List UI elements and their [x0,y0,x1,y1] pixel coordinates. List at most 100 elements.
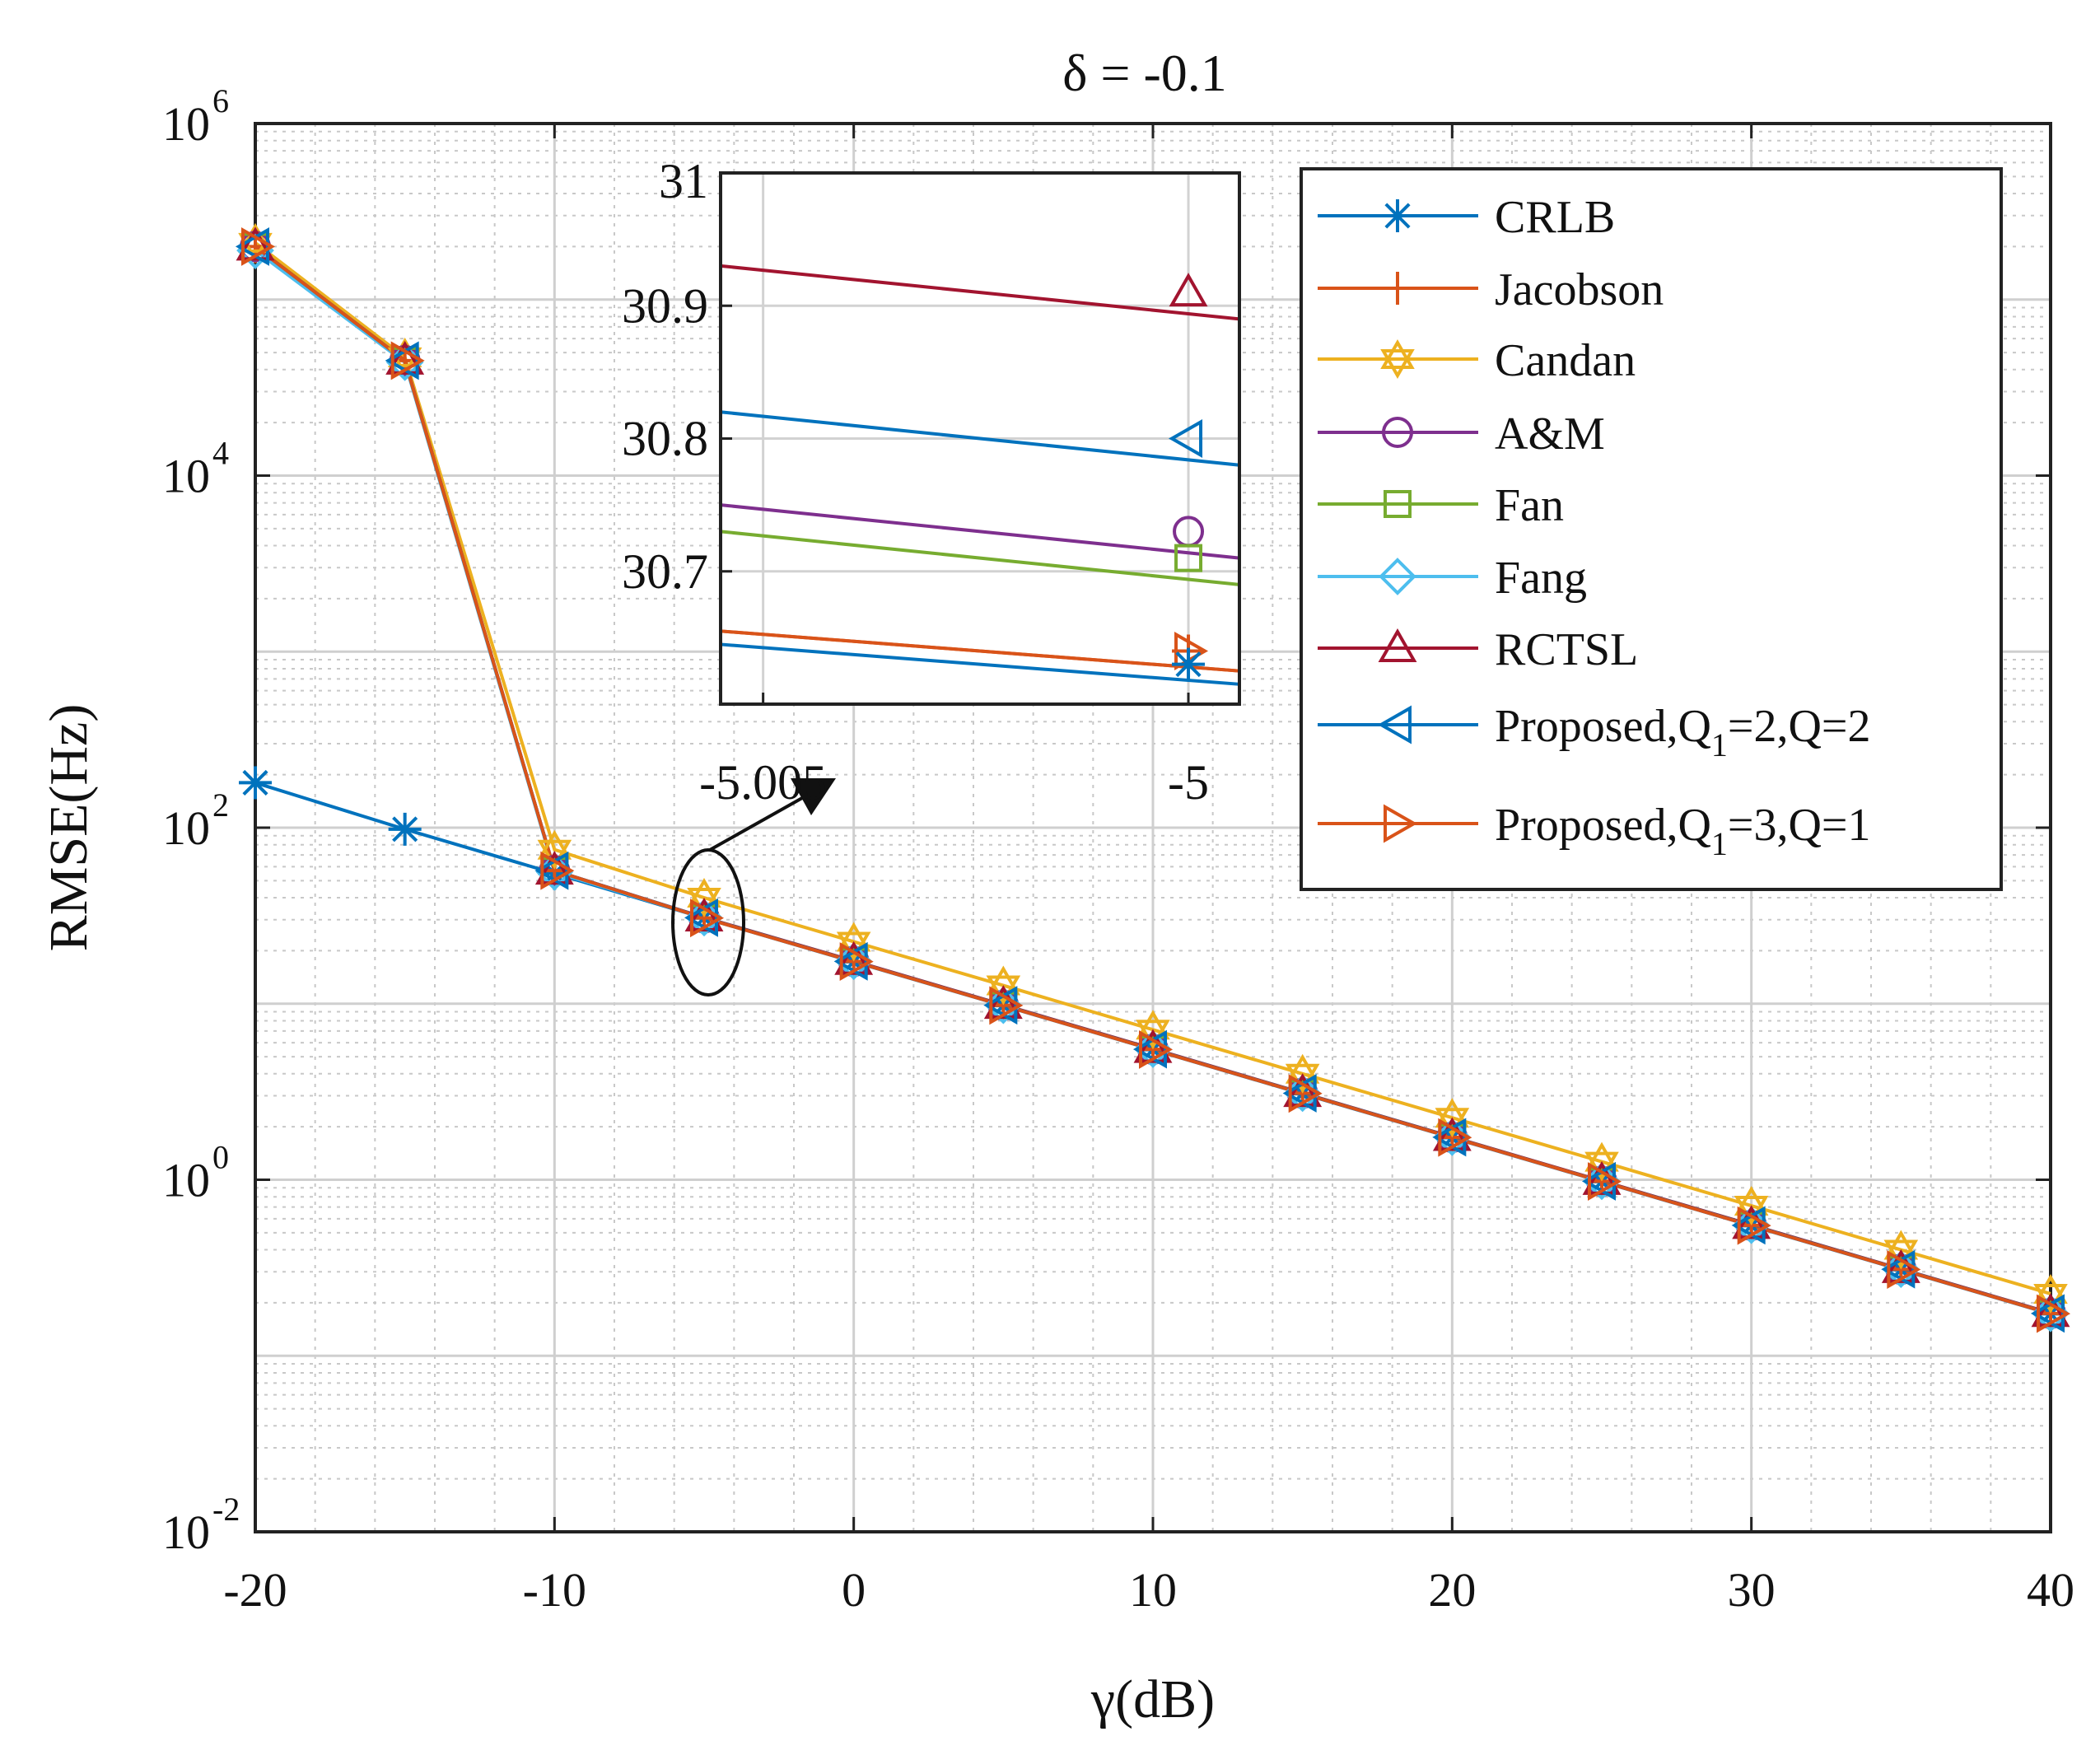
data-point-rctsl [1582,1160,1622,1195]
data-point-proposed-q1-3-q-1 [390,341,425,380]
data-point-proposed-q1-3-q-1 [241,226,276,266]
data-point-proposed-q1-2-q-2 [833,941,868,981]
legend-marker-proposed-q1-2-q-2 [1377,705,1412,744]
data-point-proposed-q1-2-q-2 [1881,1249,1916,1289]
data-point-proposed-q1-3-q-1 [1139,1029,1174,1069]
inset-line-rctsl [720,264,1240,321]
x-axis-label: γ(dB) [1090,1669,1215,1729]
legend-item-fang: Fang [1318,553,1587,604]
zoom-arrow-head [791,778,836,815]
inset-line-proposed-q1-3-q-1 [720,629,1240,673]
legend-marker-jacobson [1381,272,1414,305]
y-tick-label: 10 [162,97,210,151]
data-point-rctsl [684,897,724,931]
legend-item-proposed-q1-2-q-2: Proposed,Q1=2,Q=2 [1318,701,1871,763]
data-point-proposed-q1-2-q-2 [1282,1074,1317,1113]
data-point-rctsl [1283,1073,1323,1108]
legend-marker-crlb [1381,199,1414,232]
data-point-proposed-q1-2-q-2 [983,986,1018,1025]
x-tick-label: 40 [2027,1563,2074,1617]
chart-title: δ = -0.1 [1062,44,1227,102]
data-point-proposed-q1-2-q-2 [1432,1118,1467,1157]
data-point-rctsl [2031,1293,2070,1328]
data-point-rctsl [534,851,574,885]
data-point-proposed-q1-2-q-2 [1731,1206,1766,1245]
zoom-ellipse [671,848,745,997]
data-point-proposed-q1-3-q-1 [1438,1118,1472,1157]
data-point-proposed-q1-2-q-2 [534,851,569,890]
y-tick-label: 10 [162,1154,210,1207]
legend-item-candan: Candan [1318,335,1636,386]
legend-item-jacobson: Jacobson [1318,264,1664,315]
y-tick-exponent: 2 [212,786,229,824]
data-point-proposed-q1-3-q-1 [2037,1294,2071,1333]
inset-y-tick-label: 30.8 [622,412,708,466]
zoom-arrow-line [709,789,816,852]
legend-item-proposed-q1-3-q-1: Proposed,Q1=3,Q=1 [1318,800,1871,862]
legend: CRLB Jacobson Candan A&M Fan Fang RCTSL Propose… [1300,167,2003,891]
data-point-proposed-q1-3-q-1 [1887,1250,1921,1289]
legend-marker-aandm [1382,417,1413,448]
y-tick-exponent: 0 [212,1139,229,1176]
legend-label: Fang [1495,553,1587,604]
legend-label: A&M [1495,408,1605,460]
x-tick-label: 0 [842,1563,866,1617]
inset-series-proposed-q1-2-q-2 [720,410,1240,467]
x-tick-label: -20 [223,1563,287,1617]
inset-line-crlb [720,642,1240,686]
data-point-rctsl [236,226,275,261]
inset-x-tick-label: -5.005 [699,755,827,810]
inset-point-fan [1174,544,1203,572]
data-point-rctsl [385,340,425,375]
data-point-proposed-q1-3-q-1 [839,942,874,982]
legend-label: CRLB [1495,192,1615,243]
data-point-proposed-q1-2-q-2 [684,898,718,937]
legend-marker-fan [1384,490,1412,518]
data-point-proposed-q1-3-q-1 [1288,1074,1323,1113]
inset-point-rctsl [1169,273,1208,307]
data-point-proposed-q1-3-q-1 [989,986,1024,1025]
data-point-rctsl [1133,1029,1173,1063]
data-point-crlb [388,812,422,846]
main-series-group [235,222,2071,1333]
y-tick-label: 10 [162,801,210,855]
inset-series-proposed-q1-3-q-1 [720,629,1240,673]
legend-items: CRLB Jacobson Candan A&M Fan Fang RCTSL Propose… [1318,192,1871,862]
data-point-proposed-q1-2-q-2 [385,341,419,380]
legend-marker-proposed-q1-3-q-1 [1384,804,1418,843]
inset-point-proposed-q1-3-q-1 [1174,632,1209,670]
x-tick-label: 10 [1129,1563,1177,1617]
inset-series-fan [720,530,1240,586]
data-point-proposed-q1-3-q-1 [1737,1206,1771,1245]
data-point-crlb [239,766,272,800]
legend-item-aandm: A&M [1318,408,1605,460]
data-point-proposed-q1-2-q-2 [1581,1161,1616,1201]
inset-series-crlb [720,642,1240,686]
data-point-rctsl [1432,1117,1472,1151]
y-tick-label: 10 [162,450,210,503]
inset-line-fan [720,530,1240,586]
data-point-proposed-q1-2-q-2 [1132,1029,1167,1069]
legend-item-rctsl: RCTSL [1318,624,1638,675]
x-tick-label: 20 [1428,1563,1476,1617]
legend-marker-candan [1380,339,1415,379]
series-markers-proposed-q1-3-q-1 [241,226,2071,1333]
y-tick-exponent: 6 [212,82,229,119]
data-point-proposed-q1-3-q-1 [690,899,725,938]
zoom-annotation [671,778,836,997]
inset-line-proposed-q1-2-q-2 [720,410,1240,467]
data-point-rctsl [1732,1205,1771,1239]
legend-label: RCTSL [1495,624,1638,675]
data-point-rctsl [983,985,1023,1020]
inset-point-proposed-q1-2-q-2 [1169,419,1203,458]
data-point-rctsl [834,941,874,975]
x-tick-label: 30 [1728,1563,1776,1617]
legend-label: Proposed,Q1=2,Q=2 [1495,701,1871,763]
inset-y-tick-label: 30.7 [622,544,708,599]
data-point-proposed-q1-3-q-1 [1588,1162,1622,1202]
inset-y-tick-label: 31 [659,154,708,208]
data-point-proposed-q1-3-q-1 [540,851,575,890]
legend-item-crlb: CRLB [1318,192,1615,243]
legend-label: Candan [1495,335,1636,386]
